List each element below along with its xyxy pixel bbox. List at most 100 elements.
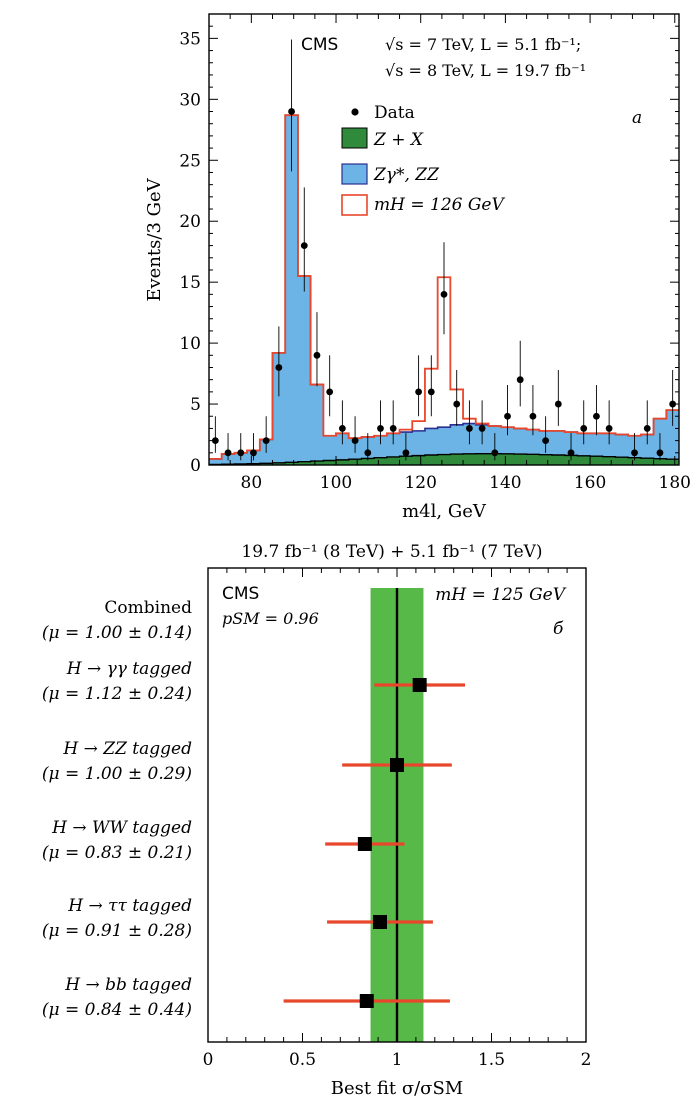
data-point [402,449,410,457]
y-tick-label: 15 [179,273,201,293]
experiment-label-b: CMS [222,584,259,604]
category-value: (μ = 0.83 ± 0.21) [42,843,192,863]
y-tick-label: 10 [179,334,201,354]
p-value-label: pSM = 0.96 [222,609,319,628]
zx-fill [209,453,679,465]
data-point [504,412,511,420]
panel-label-b: б [553,619,564,639]
data-point [338,425,346,432]
panel-label-a: a [632,108,642,128]
data-point [631,449,638,457]
panel-b-signal-strength: 19.7 fb⁻¹ (8 TeV) + 5.1 fb⁻¹ (7 TeV) 0 0.… [42,542,592,1099]
legend-data-marker [351,108,359,116]
zx-step-line [209,452,679,466]
data-point [466,425,473,432]
data-point [237,449,245,457]
x-tick-label: 120 [404,473,436,493]
data-point [415,388,422,396]
legend: Data Z + X Zγ*, ZZ mH = 126 GeV [341,103,505,216]
category-value: (μ = 0.84 ± 0.44) [42,1000,192,1020]
data-point [351,437,359,445]
category-value: (μ = 1.00 ± 0.29) [42,764,192,784]
data-point [250,449,257,457]
lumi-line-2: √s = 8 TeV, L = 19.7 fb⁻¹ [385,61,586,80]
data-point [377,425,384,432]
category-name: H → ττ tagged [67,896,192,916]
data-point [478,425,486,432]
panel-b-ticks: 0 0.5 1 1.5 2 [203,568,592,1070]
data-point [542,437,550,445]
y-axis-label: Events/3 GeV [144,177,165,301]
lumi-line-1: √s = 7 TeV, L = 5.1 fb⁻¹; [385,35,581,54]
mass-label: mH = 125 GeV [435,585,566,605]
data-point [554,400,562,408]
category-best-fit-marker [357,837,372,851]
data-point [453,400,461,408]
data-points [211,108,677,457]
category-name: H → bb tagged [64,975,192,995]
x-tick-label-b: 0 [203,1050,214,1070]
y-tick-label: 35 [179,29,201,49]
data-point [275,364,283,371]
category-best-fit-marker [412,678,427,692]
data-point [567,449,575,457]
data-error-bars [214,39,674,461]
data-point [300,242,308,249]
data-point [262,437,270,445]
data-point [326,388,334,396]
y-tick-label: 25 [179,151,201,171]
data-point [580,425,588,432]
x-tick-label: 180 [659,473,691,493]
panel-a-histogram: 80 100 120 140 160 180 0 5 10 15 20 25 30 35 CMS √s =… [144,13,691,522]
legend-higgs-swatch [341,194,368,216]
zx-background-histogram [209,452,679,466]
zz-fill [209,115,679,465]
data-point [211,437,219,445]
category-best-fit-marker [372,915,387,929]
data-point [656,449,664,457]
data-point [529,412,537,420]
legend-data-label: Data [374,103,415,123]
category-measurements [283,678,466,1008]
y-tick-label: 5 [190,395,201,415]
data-point [516,376,524,384]
data-point [605,425,613,432]
y-tick-label: 30 [179,90,201,110]
x-tick-label: 140 [489,473,521,493]
panel-a-ticks: 80 100 120 140 160 180 0 5 10 15 20 25 30 35 [179,14,691,493]
data-point [440,290,448,298]
y-tick-label: 20 [179,212,201,232]
data-point [364,449,372,457]
category-value: (μ = 0.91 ± 0.28) [42,921,192,941]
category-name: H → γγ tagged [66,659,192,679]
x-tick-label: 80 [241,473,263,493]
x-tick-label-b: 1 [392,1050,403,1070]
data-point [288,108,295,115]
x-tick-label-b: 0.5 [289,1050,316,1070]
data-point [643,425,651,432]
panel-b-title: 19.7 fb⁻¹ (8 TeV) + 5.1 fb⁻¹ (7 TeV) [241,542,542,562]
x-tick-label-b: 1.5 [478,1050,505,1070]
category-value: (μ = 1.12 ± 0.24) [42,684,192,704]
legend-zz-label: Zγ*, ZZ [373,165,440,185]
legend-zx-swatch [341,127,368,149]
category-best-fit-marker [390,758,404,772]
experiment-label: CMS [301,35,338,55]
y-tick-label: 0 [190,456,201,476]
legend-zz-swatch [341,163,368,185]
data-point [389,425,397,432]
data-point [224,449,232,457]
combined-value: (μ = 1.00 ± 0.14) [42,623,192,643]
higgs-step-line [209,114,679,460]
category-best-fit-marker [359,994,374,1008]
data-point [491,449,499,457]
x-axis-label: m4l, GeV [402,501,487,522]
category-name: H → ZZ tagged [62,739,192,759]
x-tick-label: 100 [320,473,352,493]
x-axis-label-b: Best fit σ/σSM [331,1078,463,1099]
x-tick-label: 160 [574,473,606,493]
data-point [427,388,435,396]
x-tick-label-b: 2 [581,1050,592,1070]
data-point [313,351,321,359]
